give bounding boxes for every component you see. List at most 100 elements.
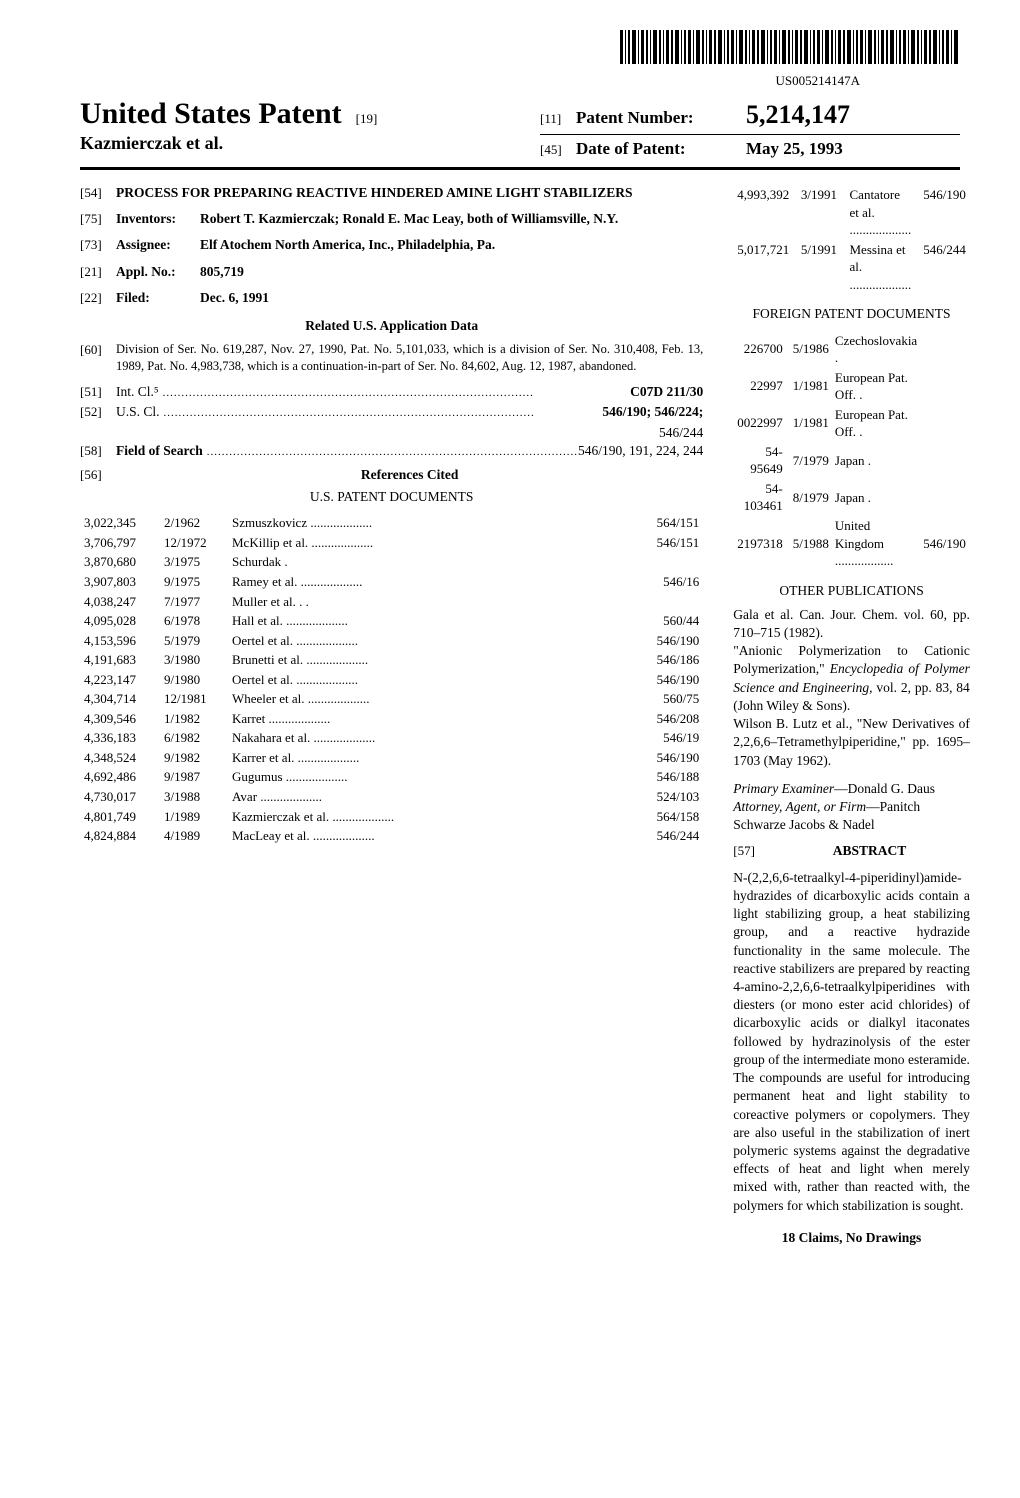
uscl-row: [52] U.S. Cl. 546/190; 546/224; <box>80 403 703 421</box>
appl-row: [21] Appl. No.: 805,719 <box>80 263 703 281</box>
authors: Kazmierczak et al. <box>80 133 540 154</box>
related-row: [60] Division of Ser. No. 619,287, Nov. … <box>80 341 703 375</box>
us-docs-heading: U.S. PATENT DOCUMENTS <box>80 488 703 506</box>
field-label: Filed: <box>116 289 200 307</box>
field-code: [21] <box>80 263 116 281</box>
refs-row: [56] References Cited <box>80 466 703 484</box>
us-patent-docs-table: 3,022,3452/1962Szmuszkovicz ............… <box>80 512 703 846</box>
foreign-docs-table: 2267005/1986Czechoslovakia .229971/1981E… <box>733 330 970 572</box>
field-code: [57] <box>733 842 769 860</box>
right-column: 4,993,3923/1991Cantatore et al. ........… <box>733 184 970 1247</box>
field-label: Assignee: <box>116 236 200 254</box>
abstract-label: ABSTRACT <box>769 842 970 860</box>
table-row: 54-956497/1979Japan . <box>735 443 968 478</box>
leader-dots <box>207 442 578 460</box>
patent-number: 5,214,147 <box>746 100 850 130</box>
table-row: 4,730,0173/1988Avar ...................5… <box>82 788 701 806</box>
table-row: 21973185/1988United Kingdom ............… <box>735 517 968 570</box>
abstract-header: [57] ABSTRACT <box>733 842 970 860</box>
table-row: 3,907,8039/1975Ramey et al. ............… <box>82 573 701 591</box>
publication-entry: Gala et al. Can. Jour. Chem. vol. 60, pp… <box>733 606 970 642</box>
field-code: [73] <box>80 236 116 254</box>
uscl-value: 546/190; 546/224; <box>602 403 703 421</box>
field-code: [58] <box>80 442 116 460</box>
search-row: [58] Field of Search 546/190, 191, 224, … <box>80 442 703 460</box>
us-patent-docs-cont-table: 4,993,3923/1991Cantatore et al. ........… <box>733 184 970 295</box>
filed-row: [22] Filed: Dec. 6, 1991 <box>80 289 703 307</box>
field-code: [56] <box>80 466 116 484</box>
field-label: Appl. No.: <box>116 263 200 281</box>
date-label: Date of Patent: <box>576 139 746 159</box>
table-row: 5,017,7215/1991Messina et al. ..........… <box>735 241 968 294</box>
foreign-heading: FOREIGN PATENT DOCUMENTS <box>733 305 970 323</box>
search-value: 546/190, 191, 224, 244 <box>578 442 703 460</box>
field-code: [60] <box>80 341 116 359</box>
other-publications: Gala et al. Can. Jour. Chem. vol. 60, pp… <box>733 606 970 770</box>
field-code: [54] <box>80 184 116 202</box>
table-row: 2267005/1986Czechoslovakia . <box>735 332 968 367</box>
assignee-text: Elf Atochem North America, Inc., Philade… <box>200 236 703 254</box>
table-row: 4,191,6833/1980Brunetti et al. .........… <box>82 651 701 669</box>
table-row: 3,706,79712/1972McKillip et al. ........… <box>82 534 701 552</box>
date-value: May 25, 1993 <box>746 139 843 159</box>
assignee-row: [73] Assignee: Elf Atochem North America… <box>80 236 703 254</box>
table-row: 4,153,5965/1979Oertel et al. ...........… <box>82 632 701 650</box>
table-row: 4,336,1836/1982Nakahara et al. .........… <box>82 729 701 747</box>
header-row: United States Patent [19] Kazmierczak et… <box>80 97 960 161</box>
table-row: 4,309,5461/1982Karret ..................… <box>82 710 701 728</box>
field-code: [51] <box>80 383 116 401</box>
appl-text: 805,719 <box>200 263 703 281</box>
examiner-name: —Donald G. Daus <box>834 781 935 796</box>
uscl-value2: 546/244 <box>80 424 703 442</box>
patent-number-label: Patent Number: <box>576 108 746 128</box>
examiner-label: Primary Examiner <box>733 781 834 796</box>
table-row: 4,038,2477/1977Muller et al. . . <box>82 593 701 611</box>
table-row: 4,304,71412/1981Wheeler et al. .........… <box>82 690 701 708</box>
left-column: [54] PROCESS FOR PREPARING REACTIVE HIND… <box>80 184 703 1247</box>
search-label: Field of Search <box>116 442 207 460</box>
claims-line: 18 Claims, No Drawings <box>733 1229 970 1247</box>
refs-heading: References Cited <box>116 466 703 484</box>
table-row: 229971/1981European Pat. Off. . <box>735 369 968 404</box>
intcl-value: C07D 211/30 <box>630 383 703 401</box>
attorney-line: Attorney, Agent, or Firm—Panitch Schwarz… <box>733 798 970 834</box>
table-row: 4,692,4869/1987Gugumus .................… <box>82 768 701 786</box>
field-code: [22] <box>80 289 116 307</box>
related-text: Division of Ser. No. 619,287, Nov. 27, 1… <box>116 341 703 375</box>
table-row: 4,824,8844/1989MacLeay et al. ..........… <box>82 827 701 845</box>
barcode <box>80 30 960 69</box>
intcl-label: Int. Cl.⁵ <box>116 383 163 401</box>
field-code: [75] <box>80 210 116 228</box>
other-pub-heading: OTHER PUBLICATIONS <box>733 582 970 600</box>
publication-entry: "Anionic Polymerization to Cationic Poly… <box>733 642 970 715</box>
attorney-label: Attorney, Agent, or Firm <box>733 799 866 814</box>
header-rule <box>80 167 960 170</box>
table-row: 4,993,3923/1991Cantatore et al. ........… <box>735 186 968 239</box>
table-row: 4,801,7491/1989Kazmierczak et al. ......… <box>82 808 701 826</box>
patent-number-code: [11] <box>540 111 576 127</box>
publication-entry: Wilson B. Lutz et al., "New Derivatives … <box>733 715 970 770</box>
inventors-row: [75] Inventors: Robert T. Kazmierczak; R… <box>80 210 703 228</box>
examiner-line: Primary Examiner—Donald G. Daus <box>733 780 970 798</box>
field-label: Inventors: <box>116 210 200 228</box>
invention-title: PROCESS FOR PREPARING REACTIVE HINDERED … <box>116 184 703 202</box>
invention-title-row: [54] PROCESS FOR PREPARING REACTIVE HIND… <box>80 184 703 202</box>
table-row: 4,348,5249/1982Karrer et al. ...........… <box>82 749 701 767</box>
intcl-row: [51] Int. Cl.⁵ C07D 211/30 <box>80 383 703 401</box>
table-row: 4,095,0286/1978Hall et al. .............… <box>82 612 701 630</box>
table-row: 4,223,1479/1980Oertel et al. ...........… <box>82 671 701 689</box>
barcode-number: US005214147A <box>80 73 860 89</box>
body-columns: [54] PROCESS FOR PREPARING REACTIVE HIND… <box>80 184 960 1247</box>
table-row: 3,022,3452/1962Szmuszkovicz ............… <box>82 514 701 532</box>
leader-dots <box>164 403 603 421</box>
title-code: [19] <box>356 111 378 126</box>
main-title: United States Patent <box>80 97 342 130</box>
inventors-text: Robert T. Kazmierczak; Ronald E. Mac Lea… <box>200 210 703 228</box>
uscl-label: U.S. Cl. <box>116 403 164 421</box>
date-code: [45] <box>540 142 576 158</box>
table-row: 00229971/1981European Pat. Off. . <box>735 406 968 441</box>
table-row: 3,870,6803/1975Schurdak . <box>82 553 701 571</box>
field-code: [52] <box>80 403 116 421</box>
related-heading: Related U.S. Application Data <box>80 317 703 335</box>
table-row: 54-1034618/1979Japan . <box>735 480 968 515</box>
